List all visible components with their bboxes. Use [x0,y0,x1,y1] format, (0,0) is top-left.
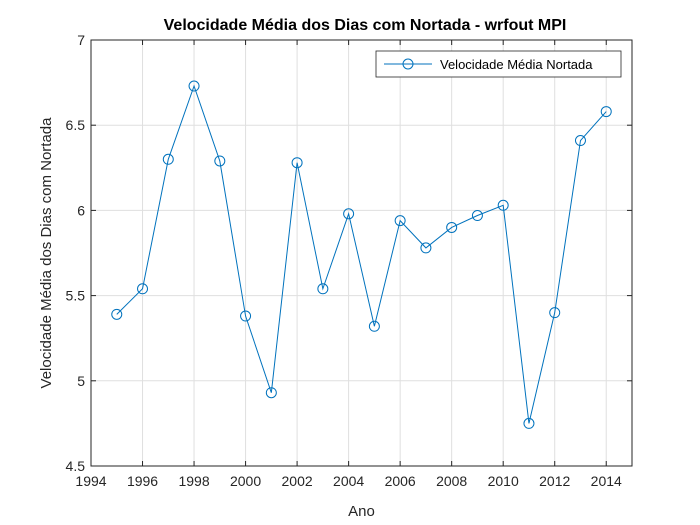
x-tick-label: 2014 [591,473,622,489]
x-tick-label: 2012 [539,473,570,489]
data-point-marker [265,387,277,399]
data-point-marker [111,308,123,320]
data-point-marker [343,208,355,220]
y-tick-label: 5 [77,373,85,389]
data-point-marker [188,80,200,92]
data-point-marker [420,242,432,254]
data-point-marker [240,310,252,322]
data-point-marker [446,221,458,233]
y-tick-label: 7 [77,32,85,48]
data-point-marker [600,106,612,118]
data-point-marker [291,157,303,169]
x-tick-label: 2006 [385,473,416,489]
data-point-marker [549,307,561,319]
x-tick-label: 1998 [178,473,209,489]
plot-frame [90,39,633,467]
plot-area [91,40,632,466]
data-point-marker [574,135,586,147]
x-tick-label: 2010 [488,473,519,489]
data-point-marker [471,210,483,222]
legend: Velocidade Média Nortada [375,50,622,78]
x-axis-label: Ano [348,503,375,520]
y-tick-label: 4.5 [66,458,86,474]
y-tick-label: 6.5 [66,117,86,133]
data-point-marker [137,283,149,295]
x-tick-label: 2008 [436,473,467,489]
y-tick-label: 5.5 [66,288,86,304]
data-point-marker [214,155,226,167]
data-point-marker [394,215,406,227]
axis-ticks: 1994 1996 1998 2000 2002 2004 2006 2008 2010 2012… [66,32,632,489]
x-tick-label: 2000 [230,473,261,489]
data-point-marker [162,153,174,165]
series-line [116,84,607,424]
x-tick-label: 2004 [333,473,364,489]
data-point-marker [368,320,380,332]
data-point-marker [317,283,329,295]
data-point-marker [497,199,509,211]
series-layer [111,80,612,429]
y-axis-label: Velocidade Média dos Dias com Nortada [38,117,55,389]
x-tick-label: 1994 [75,473,106,489]
legend-marker-sample [402,58,414,70]
x-tick-label: 1996 [127,473,158,489]
data-point-marker [523,417,535,429]
y-tick-label: 6 [77,202,85,218]
legend-label: Velocidade Média Nortada [440,57,593,72]
chart-title: Velocidade Média dos Dias com Nortada - … [164,17,567,34]
x-tick-label: 2002 [282,473,313,489]
